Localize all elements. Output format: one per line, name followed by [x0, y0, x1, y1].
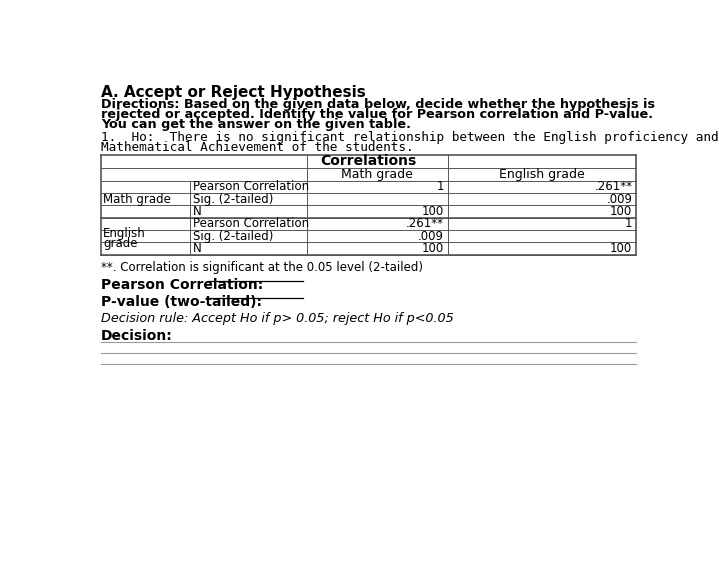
- Text: Math grade: Math grade: [103, 193, 171, 205]
- Text: 100: 100: [610, 242, 633, 255]
- Text: 100: 100: [422, 242, 444, 255]
- Text: Correlations: Correlations: [321, 154, 416, 168]
- Text: N: N: [193, 242, 202, 255]
- Text: 100: 100: [422, 205, 444, 218]
- Text: 1: 1: [436, 180, 444, 193]
- Text: 1.  Ho:  There is no significant relationship between the English proficiency an: 1. Ho: There is no significant relations…: [101, 131, 718, 144]
- Text: P-value (two-tailed):: P-value (two-tailed):: [101, 294, 267, 308]
- Text: **. Correlation is significant at the 0.05 level (2-tailed): **. Correlation is significant at the 0.…: [101, 261, 423, 274]
- Text: Sig. (2-tailed): Sig. (2-tailed): [193, 230, 273, 243]
- Text: You can get the answer on the given table.: You can get the answer on the given tabl…: [101, 118, 411, 130]
- Text: Directions: Based on the given data below, decide whether the hypothesis is: Directions: Based on the given data belo…: [101, 98, 655, 111]
- Text: Decision:: Decision:: [101, 329, 173, 343]
- Text: 100: 100: [610, 205, 633, 218]
- Text: .009: .009: [606, 193, 633, 205]
- Text: English grade: English grade: [499, 168, 585, 181]
- Text: Pearson Correlation:: Pearson Correlation:: [101, 278, 268, 292]
- Text: rejected or accepted. Identify the value for Pearson correlation and P-value.: rejected or accepted. Identify the value…: [101, 108, 653, 120]
- Text: Math grade: Math grade: [342, 168, 413, 181]
- Text: .009: .009: [418, 230, 444, 243]
- Text: Pearson Correlation: Pearson Correlation: [193, 180, 309, 193]
- Text: Decision rule: Accept Ho if p> 0.05; reject Ho if p<0.05: Decision rule: Accept Ho if p> 0.05; rej…: [101, 311, 454, 325]
- Text: Pearson Correlation: Pearson Correlation: [193, 217, 309, 230]
- Text: N: N: [193, 205, 202, 218]
- Text: A. Accept or Reject Hypothesis: A. Accept or Reject Hypothesis: [101, 85, 365, 100]
- Text: grade: grade: [103, 237, 137, 250]
- Text: Sig. (2-tailed): Sig. (2-tailed): [193, 193, 273, 205]
- Text: .261**: .261**: [406, 217, 444, 230]
- Text: Mathematical Achievement of the students.: Mathematical Achievement of the students…: [101, 141, 413, 154]
- Text: English: English: [103, 228, 146, 240]
- Text: 1: 1: [625, 217, 633, 230]
- Text: .261**: .261**: [595, 180, 633, 193]
